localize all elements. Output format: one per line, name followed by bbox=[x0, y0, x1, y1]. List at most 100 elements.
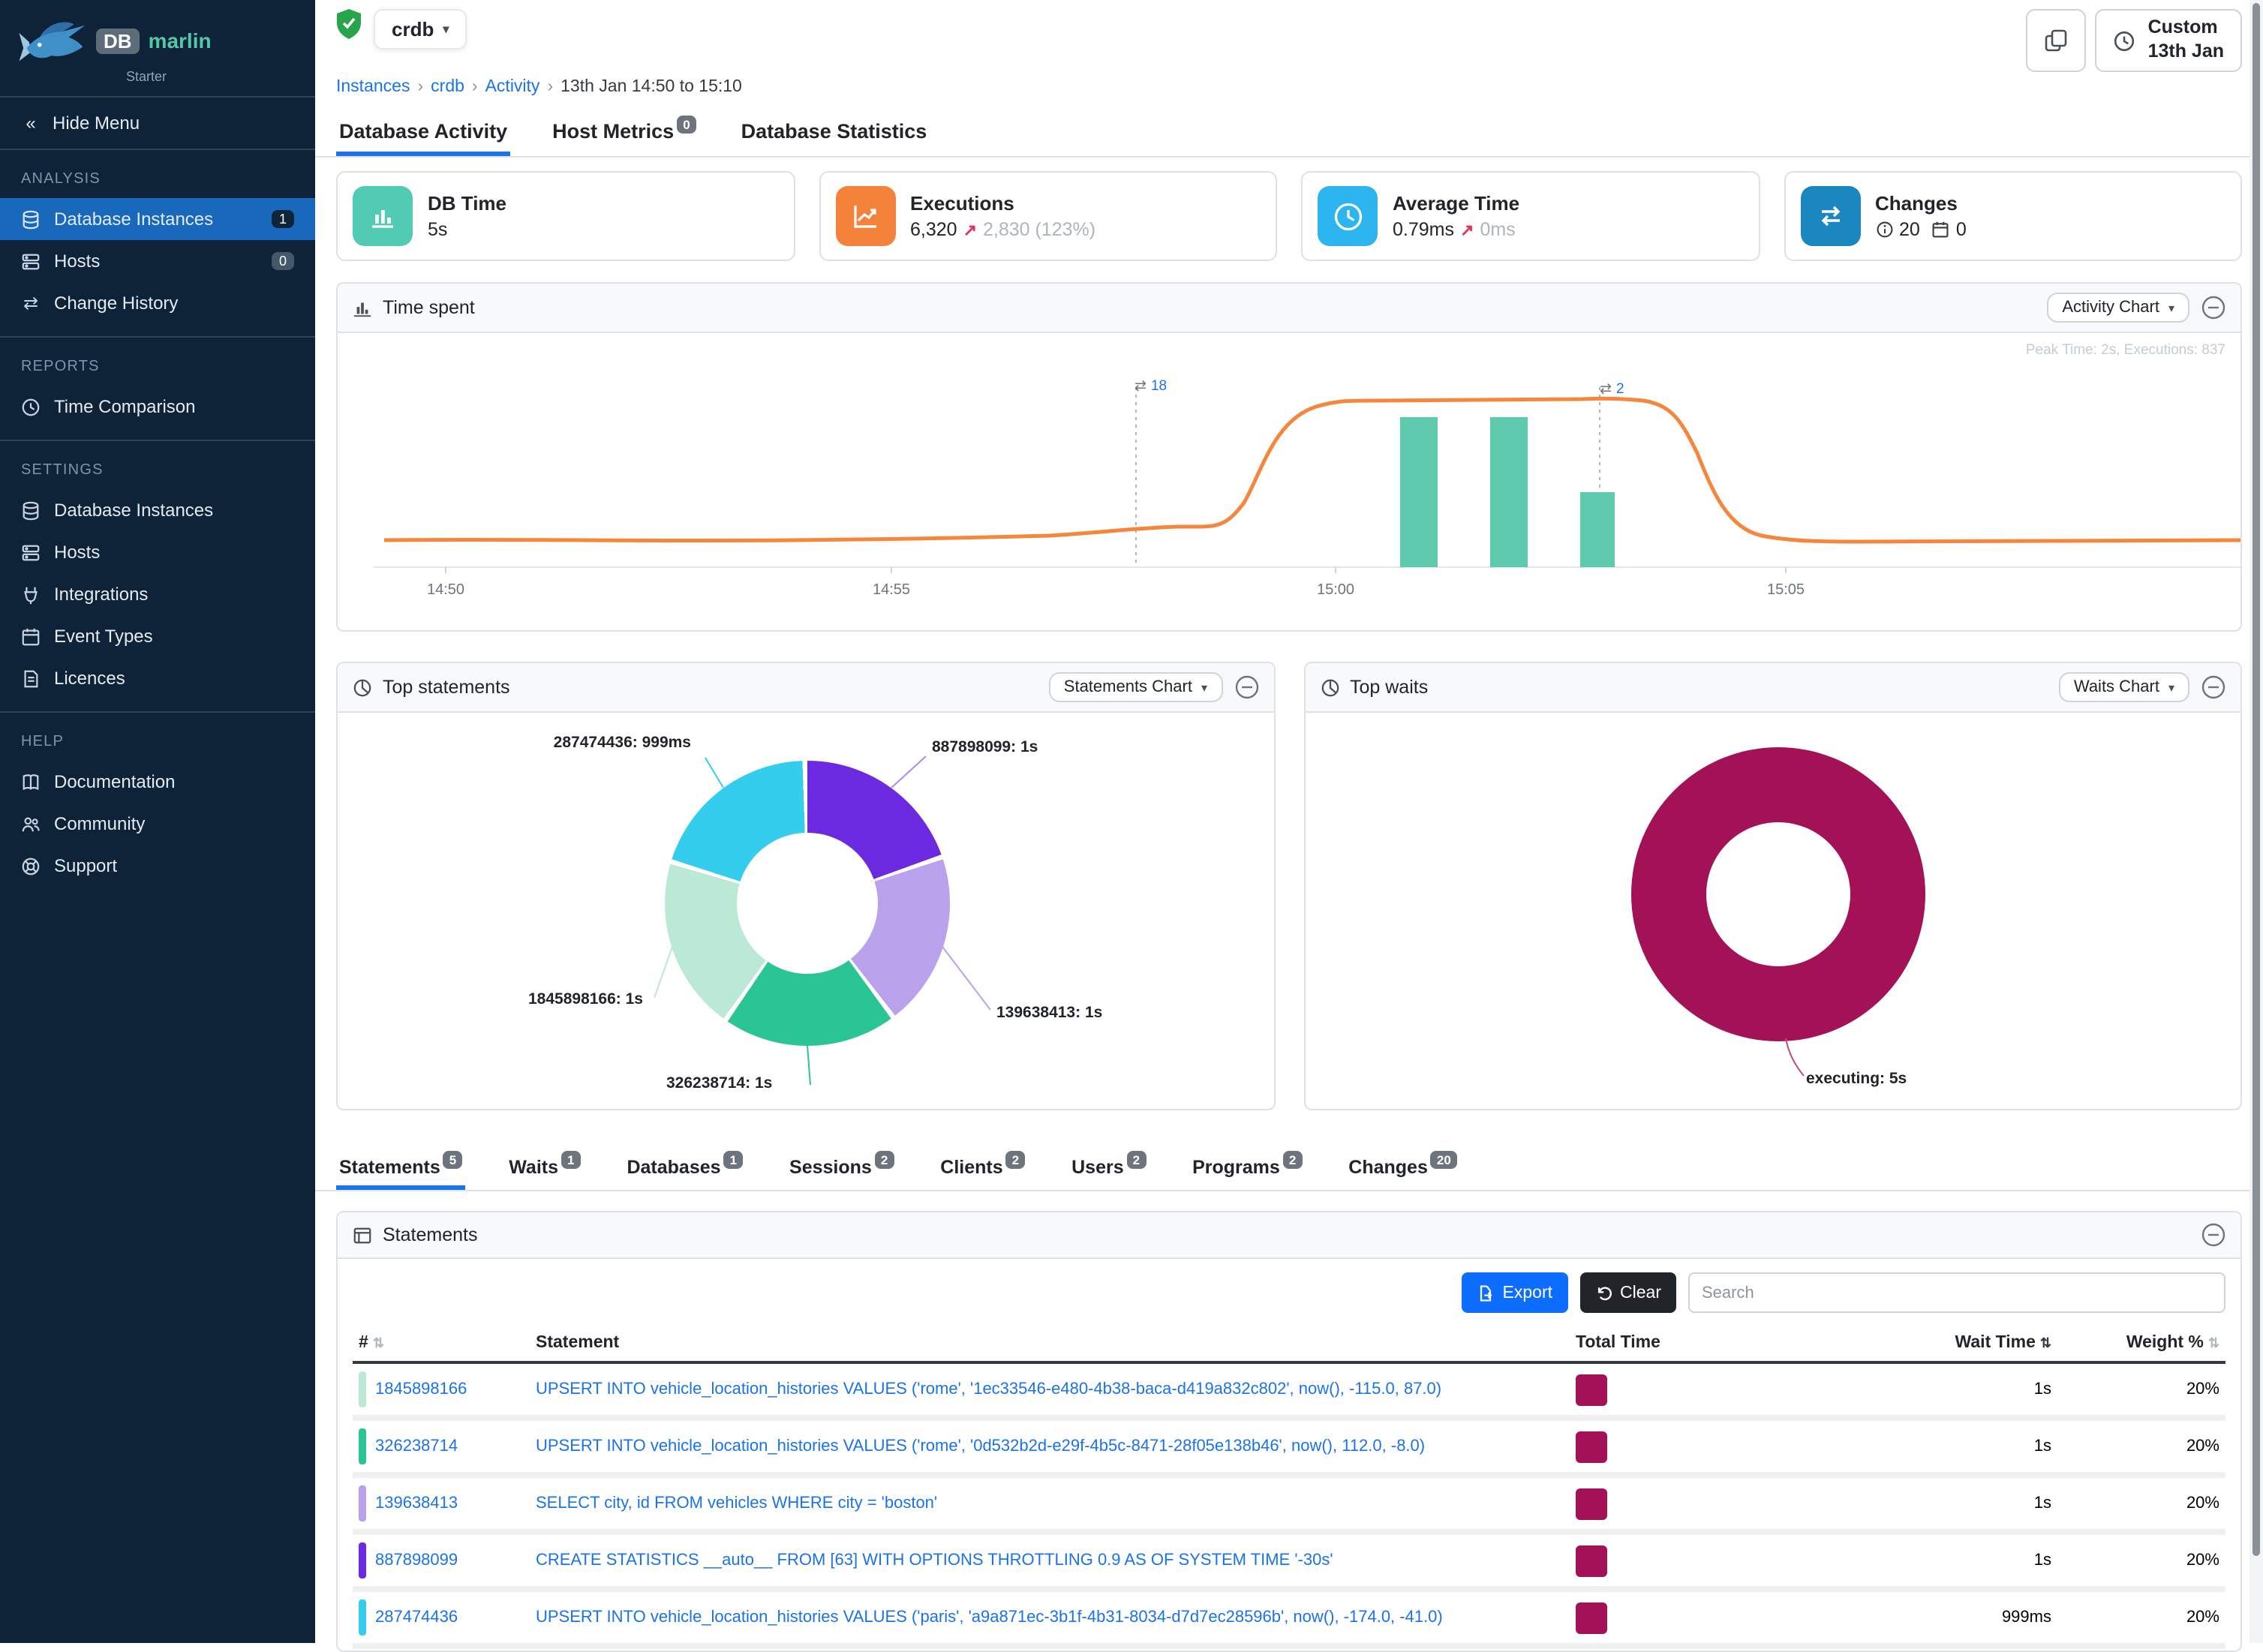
time-range-button[interactable]: Custom 13th Jan bbox=[2095, 9, 2242, 72]
subtab-sessions[interactable]: Sessions 2 bbox=[786, 1148, 897, 1190]
activity-line-chart bbox=[374, 387, 2241, 573]
sidebar-item-support[interactable]: Support bbox=[0, 845, 315, 887]
statement-link[interactable]: CREATE STATISTICS __auto__ FROM [63] WIT… bbox=[536, 1551, 1333, 1569]
subtab-users[interactable]: Users 2 bbox=[1068, 1148, 1149, 1190]
database-icon bbox=[23, 500, 39, 520]
kpi-cards: DB Time 5s Executions 6,320 ↗ 2,830 (123… bbox=[315, 158, 2263, 276]
server-icon bbox=[22, 544, 40, 560]
collapse-panel-icon[interactable] bbox=[2201, 675, 2225, 699]
panel-title: Top waits bbox=[1350, 677, 1429, 698]
subtab-programs[interactable]: Programs 2 bbox=[1189, 1148, 1305, 1190]
dropdown-label: Activity Chart bbox=[2062, 299, 2159, 317]
sidebar-item-label: Integrations bbox=[54, 584, 149, 605]
statement-color-bar bbox=[359, 1485, 366, 1521]
time-spent-chart[interactable]: Peak Time: 2s, Executions: 837 ⇄ 18 ⇄ bbox=[338, 333, 2241, 630]
marlin-fish-icon bbox=[19, 22, 86, 62]
sidebar-item-database-instances[interactable]: Database Instances 1 bbox=[0, 198, 315, 240]
sidebar-item-event-types[interactable]: Event Types bbox=[0, 615, 315, 657]
panel-title: Time spent bbox=[383, 297, 475, 318]
statements-chart-dropdown[interactable]: Statements Chart ▾ bbox=[1048, 672, 1222, 702]
subtab-statements[interactable]: Statements 5 bbox=[336, 1148, 465, 1190]
collapse-panel-icon[interactable] bbox=[2201, 296, 2225, 320]
sidebar-item-database-instances-settings[interactable]: Database Instances bbox=[0, 489, 315, 531]
instance-name: crdb bbox=[392, 18, 434, 41]
undo-icon bbox=[1597, 1286, 1612, 1300]
detail-tabs: Statements 5 Waits 1 Databases 1 Sessions 2 … bbox=[315, 1148, 2263, 1191]
tab-host-metrics[interactable]: Host Metrics 0 bbox=[549, 108, 699, 156]
page-scrollbar[interactable] bbox=[2249, 0, 2263, 1643]
change-marker-icon: ⇄ bbox=[1600, 381, 1612, 398]
sidebar-item-hosts[interactable]: Hosts 0 bbox=[0, 240, 315, 282]
export-button[interactable]: Export bbox=[1462, 1272, 1568, 1313]
sidebar-item-badge: 0 bbox=[271, 252, 294, 270]
col-total-time[interactable]: Total Time bbox=[1570, 1325, 1810, 1364]
breadcrumb-separator: › bbox=[471, 78, 478, 96]
instance-selector[interactable]: crdb ▾ bbox=[374, 9, 467, 50]
calendar-icon bbox=[1933, 221, 1949, 238]
sidebar-item-documentation[interactable]: Documentation bbox=[0, 761, 315, 803]
sidebar-item-change-history[interactable]: ⇄ Change History bbox=[0, 282, 315, 324]
brand-logo[interactable]: DB marlin bbox=[0, 0, 315, 69]
statement-id-link[interactable]: 139638413 bbox=[375, 1494, 458, 1512]
col-weight[interactable]: Weight % ⇅ bbox=[2057, 1325, 2225, 1364]
wait-time-value: 999ms bbox=[1810, 1589, 2057, 1649]
statement-link[interactable]: UPSERT INTO vehicle_location_histories V… bbox=[536, 1380, 1442, 1398]
health-shield-icon bbox=[337, 9, 361, 39]
subtab-databases[interactable]: Databases 1 bbox=[624, 1148, 746, 1190]
kpi-delta: 0ms bbox=[1480, 219, 1516, 240]
statement-id-link[interactable]: 887898099 bbox=[375, 1551, 458, 1569]
scrollbar-thumb[interactable] bbox=[2252, 3, 2260, 1556]
breadcrumb-crdb[interactable]: crdb bbox=[431, 78, 464, 96]
donut-hole bbox=[1706, 822, 1850, 966]
change-marker-2[interactable]: ⇄ 2 bbox=[1600, 381, 1624, 398]
kpi-executions: Executions 6,320 ↗ 2,830 (123%) bbox=[819, 171, 1277, 261]
subtab-label: Clients bbox=[940, 1157, 1003, 1178]
sort-icon: ⇅ bbox=[2207, 1335, 2219, 1350]
sidebar-item-hosts-settings[interactable]: Hosts bbox=[0, 531, 315, 573]
subtab-clients[interactable]: Clients 2 bbox=[937, 1148, 1028, 1190]
waits-chart-dropdown[interactable]: Waits Chart ▾ bbox=[2058, 672, 2189, 702]
search-input[interactable] bbox=[1688, 1272, 2225, 1313]
statement-link[interactable]: UPSERT INTO vehicle_location_histories V… bbox=[536, 1608, 1443, 1626]
change-marker-1[interactable]: ⇄ 18 bbox=[1135, 378, 1167, 395]
col-wait-time[interactable]: Wait Time ⇅ bbox=[1810, 1325, 2057, 1364]
clear-button[interactable]: Clear bbox=[1579, 1272, 1676, 1313]
waits-donut-chart[interactable]: executing: 5s bbox=[1305, 713, 2240, 1109]
activity-chart-dropdown[interactable]: Activity Chart ▾ bbox=[2047, 293, 2189, 323]
statement-link[interactable]: SELECT city, id FROM vehicles WHERE city… bbox=[536, 1494, 938, 1512]
sidebar-item-integrations[interactable]: Integrations bbox=[0, 573, 315, 615]
statement-id-link[interactable]: 287474436 bbox=[375, 1608, 458, 1626]
plan-label: Starter bbox=[126, 69, 167, 84]
subtab-changes[interactable]: Changes 20 bbox=[1345, 1148, 1460, 1190]
statements-donut-chart[interactable]: 287474436: 999ms 887898099: 1s 184589816… bbox=[338, 713, 1273, 1109]
col-num[interactable]: # ⇅ bbox=[353, 1325, 530, 1364]
top-statements-header: Top statements Statements Chart ▾ bbox=[338, 663, 1273, 713]
breadcrumb-time-range: 13th Jan 14:50 to 15:10 bbox=[560, 78, 742, 96]
copy-link-button[interactable] bbox=[2026, 9, 2087, 72]
sidebar-item-time-comparison[interactable]: Time Comparison bbox=[0, 386, 315, 428]
statement-id-link[interactable]: 1845898166 bbox=[375, 1380, 467, 1398]
collapse-panel-icon[interactable] bbox=[1234, 675, 1258, 699]
subtab-label: Sessions bbox=[789, 1157, 872, 1178]
tab-database-activity[interactable]: Database Activity bbox=[336, 108, 510, 156]
sidebar-item-community[interactable]: Community bbox=[0, 803, 315, 845]
community-people-icon bbox=[22, 816, 40, 831]
sidebar-item-licences[interactable]: Licences bbox=[0, 657, 315, 699]
sidebar-item-label: Licences bbox=[54, 668, 125, 689]
sort-icon: ⇅ bbox=[372, 1335, 384, 1350]
hide-menu-button[interactable]: « Hide Menu bbox=[0, 96, 315, 150]
database-icon bbox=[23, 209, 39, 229]
clock-icon bbox=[22, 398, 40, 416]
statement-link[interactable]: UPSERT INTO vehicle_location_histories V… bbox=[536, 1437, 1426, 1455]
breadcrumb-instances[interactable]: Instances bbox=[336, 78, 410, 96]
collapse-panel-icon[interactable] bbox=[2201, 1223, 2225, 1247]
statement-id-link[interactable]: 326238714 bbox=[375, 1437, 458, 1455]
time-range-date: 13th Jan bbox=[2147, 41, 2224, 62]
section-title: REPORTS bbox=[21, 359, 100, 375]
col-statement[interactable]: Statement bbox=[530, 1325, 1570, 1364]
donut-charts-row: Top statements Statements Chart ▾ bbox=[336, 662, 2242, 1110]
tab-database-statistics[interactable]: Database Statistics bbox=[738, 108, 930, 156]
subtab-waits[interactable]: Waits 1 bbox=[506, 1148, 583, 1190]
plug-icon bbox=[24, 586, 38, 604]
breadcrumb-activity[interactable]: Activity bbox=[485, 78, 540, 96]
